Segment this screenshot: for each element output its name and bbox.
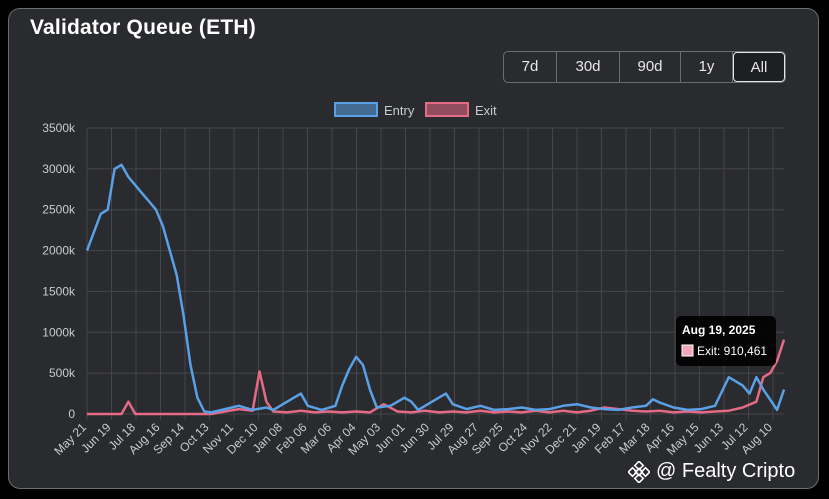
- y-tick-label: 500k: [49, 366, 76, 380]
- range-30d-button[interactable]: 30d: [557, 52, 620, 82]
- exit-series-line: [87, 339, 786, 416]
- watermark: @ Fealty Cripto: [628, 460, 795, 483]
- y-tick-label: 1000k: [42, 325, 76, 339]
- tooltip-date: Aug 19, 2025: [682, 323, 756, 337]
- chart-title: Validator Queue (ETH): [30, 16, 256, 39]
- y-tick-label: 2500k: [42, 203, 76, 217]
- binance-logo-icon: [628, 460, 650, 483]
- y-tick-label: 0: [68, 407, 75, 421]
- legend-label: Exit: [475, 103, 497, 118]
- time-range-selector: 7d 30d 90d 1y All: [503, 51, 786, 83]
- y-tick-label: 1500k: [42, 284, 76, 298]
- tooltip-swatch: [681, 344, 694, 357]
- watermark-text: @ Fealty Cripto: [656, 460, 796, 482]
- range-90d-button[interactable]: 90d: [620, 52, 681, 82]
- y-tick-label: 3500k: [42, 121, 76, 135]
- legend-swatch: [425, 102, 469, 117]
- legend-swatch: [334, 102, 378, 117]
- y-tick-label: 3000k: [42, 162, 76, 176]
- y-tick-label: 2000k: [42, 244, 76, 258]
- range-1y-button[interactable]: 1y: [681, 52, 733, 82]
- tooltip-value: Exit: 910,461: [697, 344, 767, 358]
- range-7d-button[interactable]: 7d: [504, 52, 557, 82]
- range-all-button[interactable]: All: [733, 52, 785, 82]
- entry-series-line: [85, 163, 786, 414]
- legend-label: Entry: [384, 103, 415, 118]
- tooltip-box: [676, 316, 776, 366]
